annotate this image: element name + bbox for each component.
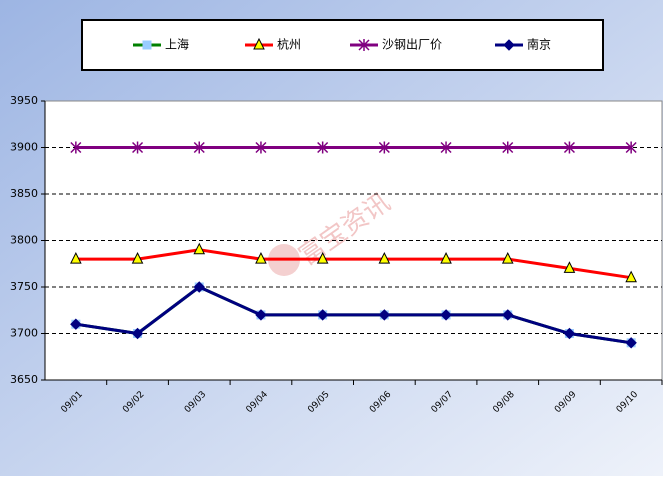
marker xyxy=(440,251,452,264)
marker xyxy=(142,40,152,50)
marker xyxy=(255,309,267,321)
marker xyxy=(131,251,144,264)
marker xyxy=(316,251,329,264)
marker xyxy=(502,141,514,154)
series-line xyxy=(75,248,632,280)
series-line xyxy=(75,285,632,345)
marker xyxy=(563,327,576,340)
marker xyxy=(625,141,637,154)
marker xyxy=(193,242,206,255)
marker xyxy=(131,327,144,340)
y-tick-label: 3700 xyxy=(10,327,38,340)
marker xyxy=(501,251,514,264)
marker xyxy=(378,309,391,321)
marker xyxy=(563,141,575,154)
y-tick-label: 3650 xyxy=(10,373,38,386)
marker xyxy=(193,141,205,154)
marker xyxy=(70,318,82,330)
legend-label: 南京 xyxy=(527,37,551,52)
y-tick-label: 3800 xyxy=(10,234,38,247)
marker xyxy=(440,309,452,321)
marker xyxy=(317,141,329,154)
legend-label: 上海 xyxy=(165,37,189,52)
marker xyxy=(378,251,391,264)
marker xyxy=(70,251,82,264)
marker xyxy=(132,141,144,154)
marker xyxy=(253,37,265,50)
marker xyxy=(316,309,329,321)
marker xyxy=(625,270,637,283)
marker xyxy=(563,261,576,273)
y-tick-label: 3750 xyxy=(10,280,38,293)
marker xyxy=(625,337,637,349)
marker xyxy=(503,39,515,51)
legend-label: 杭州 xyxy=(277,37,301,52)
marker xyxy=(358,39,370,51)
marker xyxy=(193,281,205,293)
legend-label: 沙钢出厂价 xyxy=(382,38,442,52)
marker xyxy=(255,251,267,264)
y-tick-label: 3900 xyxy=(10,141,38,154)
marker xyxy=(502,309,514,321)
marker xyxy=(70,141,82,154)
y-tick-label: 3850 xyxy=(10,187,38,200)
marker xyxy=(255,141,267,154)
y-tick-label: 3950 xyxy=(10,94,38,107)
marker xyxy=(440,141,452,154)
marker xyxy=(378,141,390,154)
